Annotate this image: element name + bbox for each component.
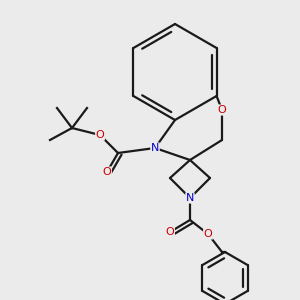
Text: O: O [103, 167, 111, 177]
Text: O: O [218, 105, 226, 115]
Text: O: O [96, 130, 104, 140]
Text: O: O [166, 227, 174, 237]
Text: N: N [151, 143, 159, 153]
Text: O: O [204, 229, 212, 239]
Text: N: N [186, 193, 194, 203]
